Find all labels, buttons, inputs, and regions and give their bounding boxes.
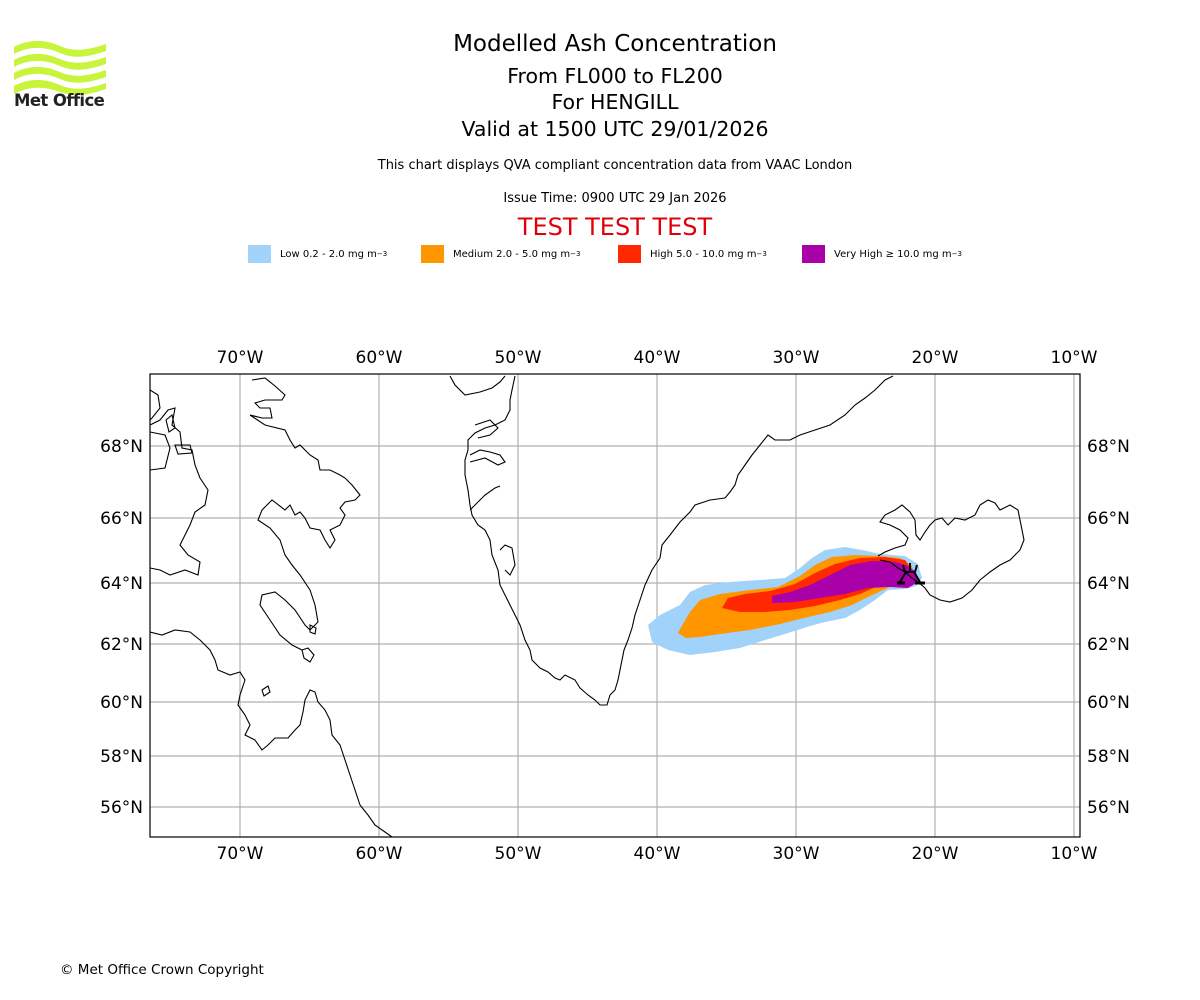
lon-label: 40°W [634, 348, 681, 368]
legend-exp: −3 [756, 250, 767, 258]
coastline-island-2 [165, 414, 176, 433]
legend-item-very-high: Very High ≥ 10.0 mg m −3 [802, 244, 962, 264]
lat-label: 60°N [100, 693, 143, 713]
test-banner: TEST TEST TEST [517, 213, 713, 241]
volcano-name: For HENGILL [551, 90, 679, 114]
lat-label: 68°N [100, 437, 143, 457]
lon-label: 30°W [773, 844, 820, 864]
lon-label: 50°W [495, 844, 542, 864]
flight-levels: From FL000 to FL200 [507, 64, 723, 88]
lon-labels-top: 70°W 60°W 50°W 40°W 30°W 20°W 10°W [217, 348, 1098, 368]
lon-labels-bottom: 70°W 60°W 50°W 40°W 30°W 20°W 10°W [217, 844, 1098, 864]
lon-label: 40°W [634, 844, 681, 864]
lat-label: 58°N [100, 747, 143, 767]
map-frame [149, 373, 1081, 838]
lat-labels-right: 68°N 66°N 64°N 62°N 60°N 58°N 56°N [1087, 437, 1130, 818]
lat-label: 66°N [1087, 509, 1130, 529]
wave-logo-icon [14, 40, 106, 96]
coastline-island-3 [301, 647, 315, 663]
lon-label: 60°W [356, 844, 403, 864]
coastline-baffin-east [249, 377, 361, 651]
chart-title: Modelled Ash Concentration [453, 31, 777, 57]
copyright-notice: © Met Office Crown Copyright [60, 962, 264, 978]
legend-label-very-high: Very High ≥ 10.0 mg m [834, 248, 952, 260]
volcano-icon [897, 563, 925, 585]
coastline-baffin-lake [150, 431, 171, 471]
legend-swatch-high [618, 245, 641, 263]
lon-label: 50°W [495, 348, 542, 368]
legend-label-medium: Medium 2.0 - 5.0 mg m [453, 248, 571, 260]
lat-label: 60°N [1087, 693, 1130, 713]
coastline-labrador [150, 629, 393, 837]
lon-label: 20°W [912, 844, 959, 864]
coastline-fjord-3 [474, 419, 499, 439]
lat-label: 62°N [100, 635, 143, 655]
coastline-island-5 [309, 624, 317, 635]
lon-label: 20°W [912, 348, 959, 368]
legend-exp: −3 [570, 250, 581, 258]
logo-wordmark: Met Office [14, 91, 105, 110]
lat-label: 64°N [100, 574, 143, 594]
coastlines [150, 375, 1025, 837]
met-office-logo [14, 40, 106, 96]
lat-labels-left: 68°N 66°N 64°N 62°N 60°N 58°N 56°N [100, 437, 143, 818]
chart-description: This chart displays QVA compliant concen… [377, 158, 853, 173]
lat-label: 56°N [1087, 798, 1130, 818]
graticule [150, 374, 1080, 837]
legend-exp: −3 [376, 250, 388, 258]
lon-label: 60°W [356, 348, 403, 368]
legend-swatch-very-high [802, 245, 825, 263]
legend-item-low: Low 0.2 - 2.0 mg m −3 [248, 244, 387, 264]
coastline-fjord-4 [499, 544, 516, 576]
lon-label: 70°W [217, 844, 264, 864]
lon-label: 10°W [1051, 348, 1098, 368]
lat-label: 62°N [1087, 635, 1130, 655]
legend-label-low: Low 0.2 - 2.0 mg m [280, 248, 377, 260]
legend-item-high: High 5.0 - 10.0 mg m −3 [618, 244, 767, 264]
coastline-greenland-west [449, 375, 894, 706]
issue-time: Issue Time: 0900 UTC 29 Jan 2026 [503, 191, 727, 206]
lat-label: 66°N [100, 509, 143, 529]
lat-label: 68°N [1087, 437, 1130, 457]
lon-label: 30°W [773, 348, 820, 368]
lat-label: 58°N [1087, 747, 1130, 767]
legend-swatch-medium [421, 245, 444, 263]
coastline-island-1 [174, 444, 193, 455]
legend-swatch-low [248, 245, 271, 263]
ash-plume [648, 547, 922, 655]
legend-item-medium: Medium 2.0 - 5.0 mg m −3 [421, 244, 580, 264]
lat-label: 56°N [100, 798, 143, 818]
legend-exp: −3 [951, 250, 962, 258]
valid-time: Valid at 1500 UTC 29/01/2026 [461, 117, 769, 141]
coastline-iceland [877, 499, 1025, 603]
coastline-island-4 [261, 685, 271, 697]
lon-label: 10°W [1051, 844, 1098, 864]
lat-label: 64°N [1087, 574, 1130, 594]
coastline-baffin-west [150, 389, 209, 576]
coastline-fjord-2 [469, 485, 501, 511]
lon-label: 70°W [217, 348, 264, 368]
coastline-fjord-1 [469, 449, 506, 466]
legend-label-high: High 5.0 - 10.0 mg m [650, 248, 757, 260]
plume-very-high [772, 561, 918, 603]
